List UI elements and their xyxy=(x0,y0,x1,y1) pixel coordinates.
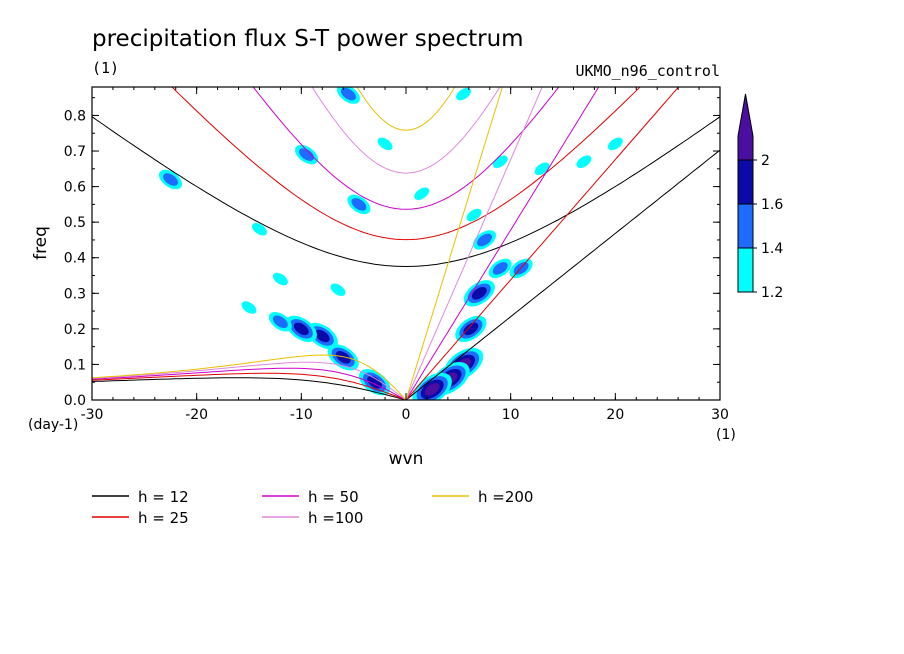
spectral-peak xyxy=(314,329,330,343)
dispersion-curves xyxy=(92,87,720,400)
spectral-peak xyxy=(607,137,623,151)
rossby-curve xyxy=(92,372,407,400)
legend-label: h = 12 xyxy=(138,488,189,506)
colorbar-label: 1.2 xyxy=(761,285,783,301)
colorbar-segment xyxy=(737,159,754,205)
y-tick-label: 0.2 xyxy=(64,322,86,338)
spectral-peak xyxy=(252,223,267,236)
x-tick-label: -10 xyxy=(290,407,313,423)
colorbar: 1.2 1.4 1.6 2 xyxy=(737,93,783,301)
spectral-peak xyxy=(299,148,314,161)
y-axis-unit: (day-1) xyxy=(28,417,78,433)
spectral-peak xyxy=(576,155,592,168)
axes: -30 -20 -10 0 10 20 30 0.0 0.1 0.2 0.3 0.4 0.5 0.6 0.7… xyxy=(64,87,729,423)
rossby-curve xyxy=(92,377,407,400)
kelvin-curve xyxy=(405,149,720,400)
x-tick-label: 30 xyxy=(711,407,729,423)
legend-label: h =200 xyxy=(478,488,533,506)
legend-label: h =100 xyxy=(308,509,363,527)
legend: h = 12 h = 25 h = 50 h =100 h =200 xyxy=(92,488,533,527)
gravity-curve xyxy=(171,87,641,241)
gravity-curve xyxy=(311,87,501,174)
y-tick-label: 0.7 xyxy=(64,144,86,160)
spectral-peak xyxy=(335,351,351,364)
spectral-contours xyxy=(158,87,623,400)
spectral-peak xyxy=(351,198,367,211)
x-axis-label: wvn xyxy=(389,449,424,469)
colorbar-label: 1.4 xyxy=(761,241,783,257)
gravity-curve xyxy=(356,87,456,131)
plot-frame xyxy=(91,86,721,401)
y-tick-label: 0.4 xyxy=(64,251,86,267)
spectral-peak xyxy=(463,322,479,336)
spectral-peak xyxy=(272,315,288,329)
y-tick-label: 0.0 xyxy=(64,393,86,409)
spectral-peak xyxy=(466,208,482,222)
y-axis-label: freq xyxy=(31,226,51,260)
rossby-curve xyxy=(92,367,407,400)
spectral-peak xyxy=(471,287,487,300)
colorbar-segment xyxy=(737,203,754,249)
kelvin-curve xyxy=(405,87,543,400)
x-tick-label: -20 xyxy=(185,407,208,423)
legend-label: h = 25 xyxy=(138,509,189,527)
spectral-peak xyxy=(414,187,430,200)
colorbar-triangle xyxy=(737,93,754,161)
y-tick-label: 0.8 xyxy=(64,108,86,124)
kelvin-curve xyxy=(405,87,680,400)
kelvin-curve xyxy=(405,87,503,400)
rossby-curve xyxy=(92,354,407,400)
x-tick-label: 0 xyxy=(402,407,411,423)
kelvin-curve xyxy=(405,87,600,400)
spectral-peak xyxy=(492,262,508,275)
rossby-curve xyxy=(92,361,407,400)
gravity-curve xyxy=(252,87,560,210)
spectral-peak xyxy=(241,301,257,314)
colorbar-label: 2 xyxy=(761,153,770,169)
colorbar-label: 1.6 xyxy=(761,197,783,213)
spectral-peak xyxy=(330,283,346,297)
y-tick-label: 0.3 xyxy=(64,286,86,302)
spectral-peak xyxy=(272,272,288,286)
y-tick-label: 0.5 xyxy=(64,215,86,231)
x-tick-label: 10 xyxy=(502,407,520,423)
spectral-peak xyxy=(377,137,393,151)
x-axis-unit: (1) xyxy=(716,427,736,443)
y-tick-label: 0.1 xyxy=(64,357,86,373)
x-tick-label: -30 xyxy=(81,407,104,423)
legend-label: h = 50 xyxy=(308,488,359,506)
spectral-peak xyxy=(534,162,550,176)
spectral-peak xyxy=(163,173,178,186)
x-tick-label: 20 xyxy=(606,407,624,423)
model-name: UKMO_n96_control xyxy=(576,62,721,80)
title-unit: (1) xyxy=(92,59,119,77)
gravity-curve xyxy=(92,116,720,268)
spectral-peak xyxy=(293,322,309,336)
chart-title: precipitation flux S-T power spectrum xyxy=(92,26,524,52)
spectral-peak xyxy=(341,87,356,101)
spectral-peak xyxy=(424,383,440,396)
spectral-peak xyxy=(456,87,471,101)
colorbar-segment xyxy=(737,247,754,293)
spectral-peak xyxy=(477,233,492,247)
y-tick-label: 0.6 xyxy=(64,180,86,196)
